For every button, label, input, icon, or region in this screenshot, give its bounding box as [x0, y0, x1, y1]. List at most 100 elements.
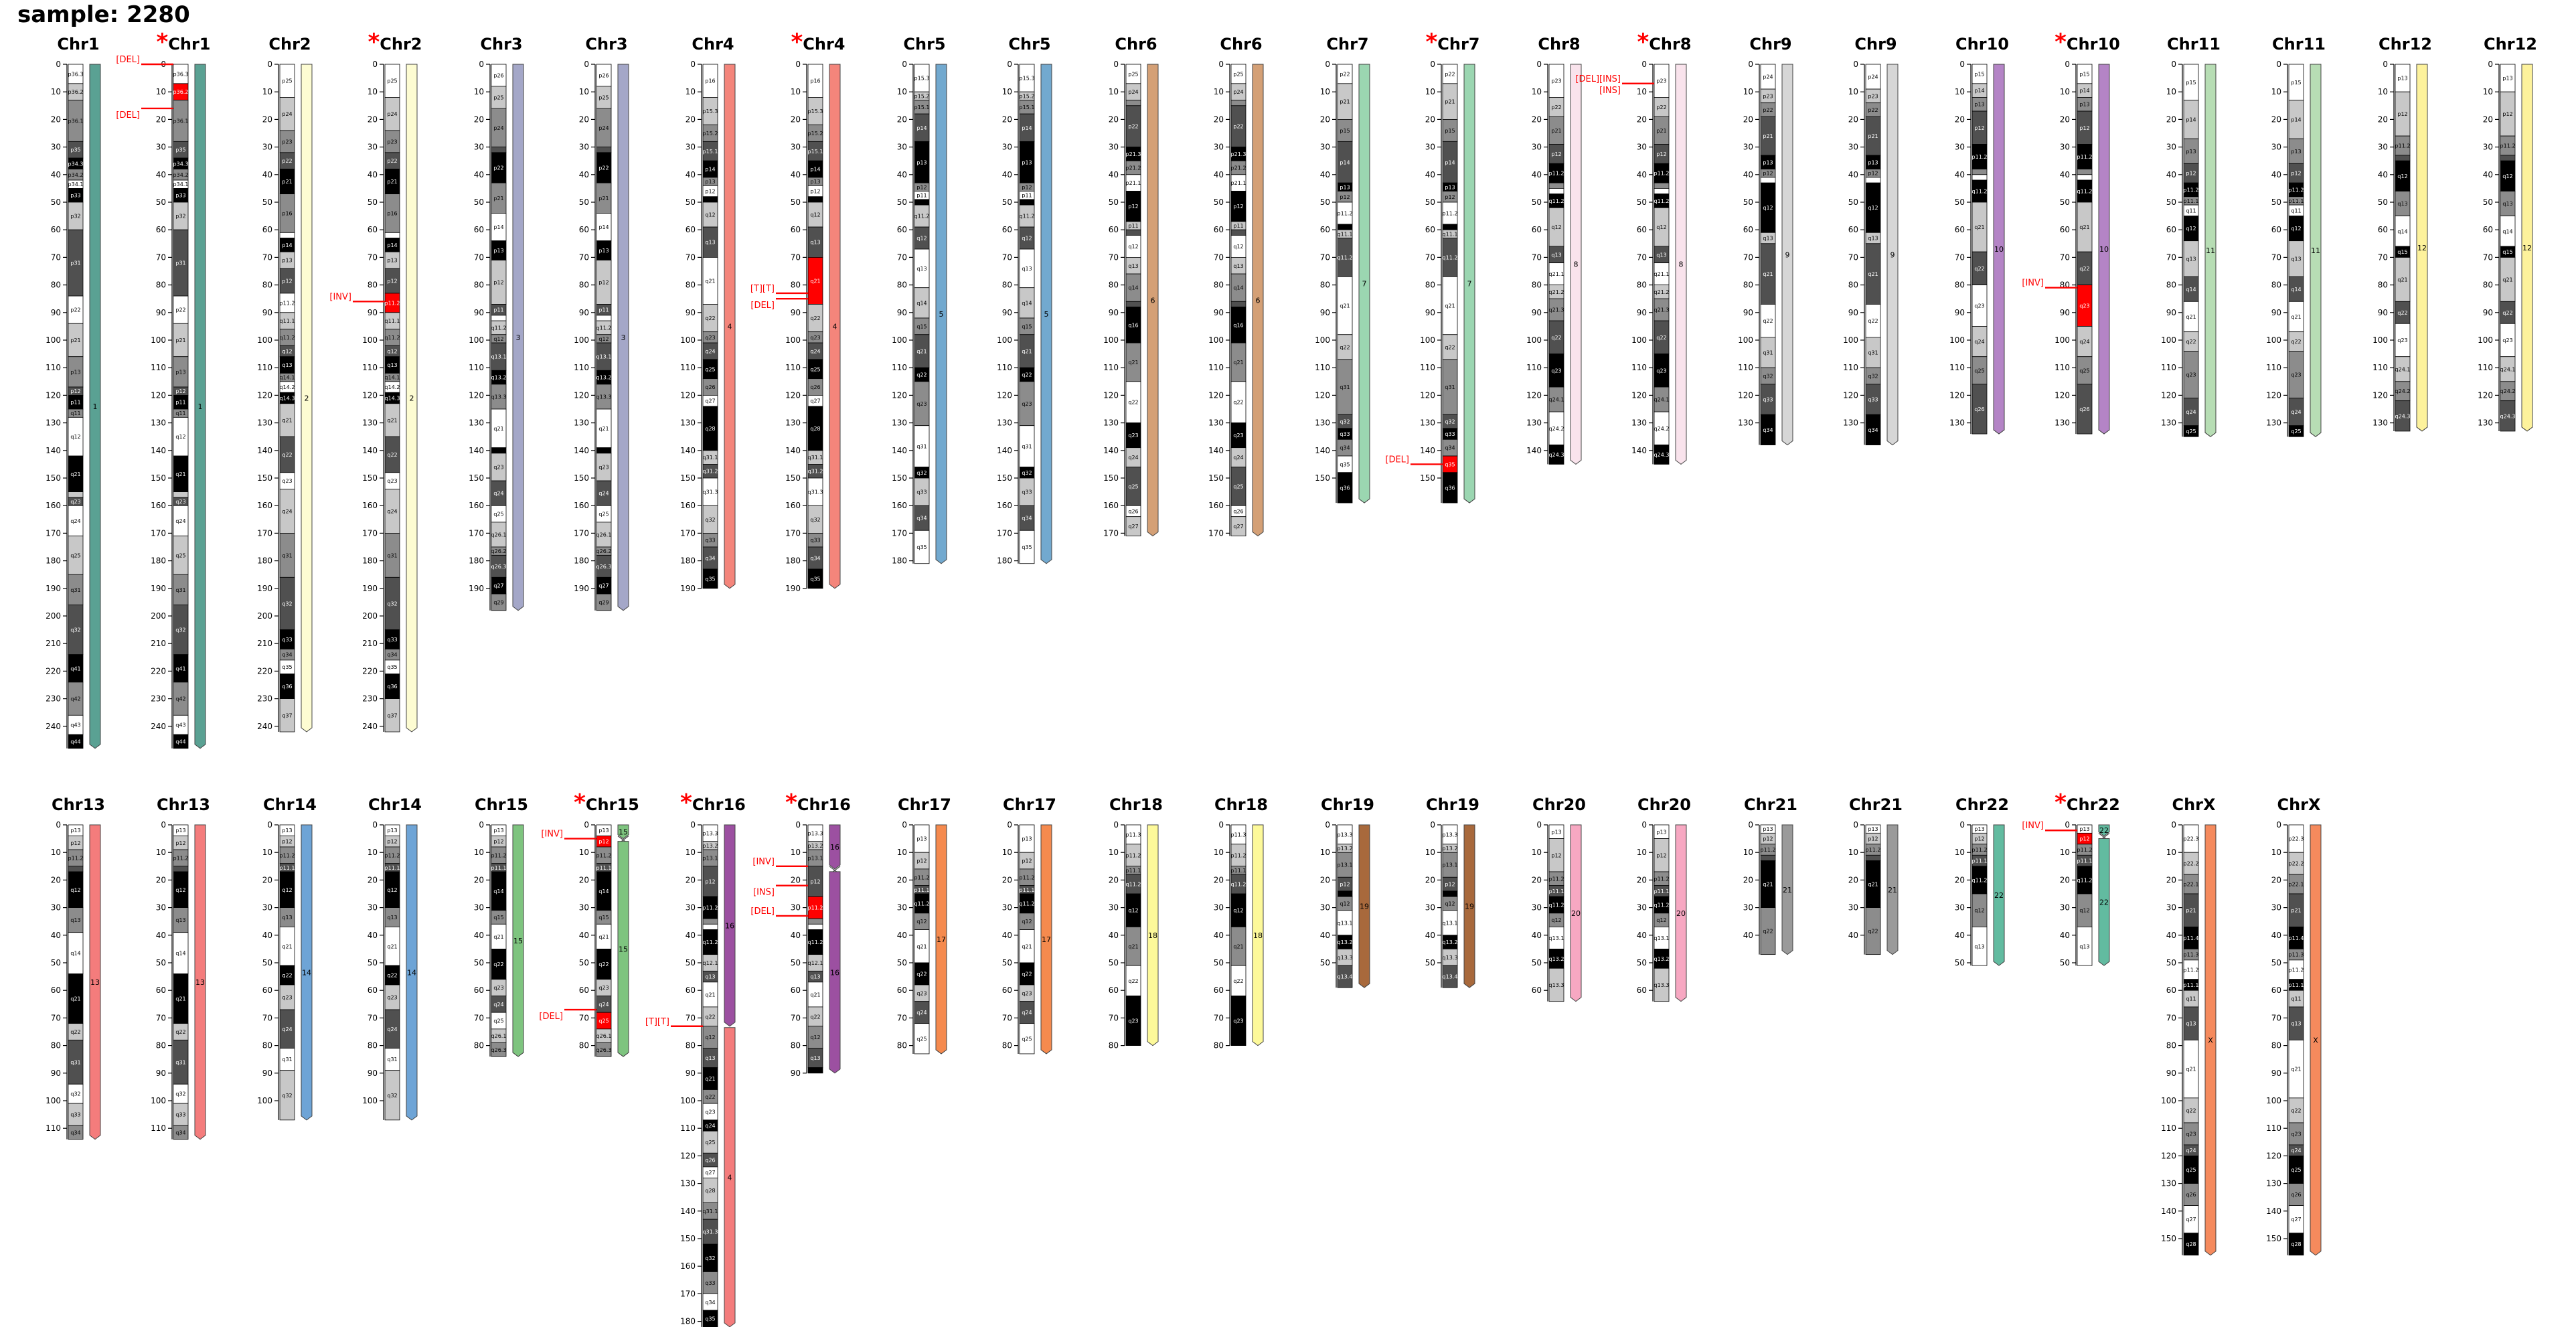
axis-tick-label: 140: [2161, 1206, 2176, 1216]
cytoband-label: q32: [70, 627, 80, 633]
cytoband-label: q21: [598, 934, 609, 940]
cytoband-label: p15: [1974, 71, 1984, 77]
cytoband-label: q25: [175, 552, 185, 558]
axis-tick-label: 70: [1532, 252, 1542, 262]
cytoband-label: q13: [1656, 252, 1666, 258]
cytoband: [702, 568, 718, 589]
cytoband-label: p21.3: [1126, 151, 1141, 157]
cytoband-label: q14.2: [385, 384, 400, 390]
axis-tick-label: 210: [151, 639, 166, 648]
cytoband-label: p14: [2186, 116, 2196, 123]
cytoband-label: q11.1: [1443, 231, 1458, 237]
axis-tick-label: 160: [680, 501, 696, 510]
axis-tick-label: 30: [1955, 903, 1965, 913]
cytoband-label: q21: [705, 1076, 715, 1082]
axis-tick-label: 30: [791, 903, 801, 913]
axis-tick-label: 110: [2161, 1123, 2176, 1133]
axis-tick-label: 120: [362, 390, 378, 400]
cytoband-label: q21: [1974, 224, 1984, 230]
axis-tick-label: 10: [579, 848, 589, 857]
cytoband-label: q41: [175, 666, 185, 672]
segment-label: 3: [516, 333, 521, 342]
cytoband-label: p11.2: [1231, 852, 1246, 858]
cytoband-label: q12: [387, 348, 397, 354]
axis-tick-label: 130: [2266, 1179, 2281, 1188]
axis-tick-label: 70: [1637, 252, 1647, 262]
axis-tick-label: 20: [1425, 114, 1435, 124]
axis-tick-label: 70: [368, 252, 378, 262]
cytoband-label: q11.2: [1972, 189, 1988, 195]
cytoband: [279, 232, 295, 238]
chromosome-chr19-altered: Chr1901020304050p13.3p13.2p13.1p12q12q13…: [1425, 795, 1479, 988]
cytoband-label: q29: [598, 599, 609, 605]
axis-tick-label: 30: [1109, 143, 1119, 152]
axis-tick-label: 120: [1103, 390, 1119, 400]
axis-tick-label: 10: [1214, 848, 1224, 857]
cytoband-label: q21: [2291, 314, 2301, 320]
cytoband: [702, 923, 718, 930]
cytoband: [596, 1042, 612, 1057]
axis-tick-label: 10: [1532, 848, 1542, 857]
cytoband-label: q24: [598, 1002, 609, 1008]
chromosome-chr10-normal: Chr100102030405060708090100110120130p15p…: [1949, 35, 2009, 435]
cytoband-label: q24: [282, 1026, 292, 1032]
cytoband-label: q12: [387, 887, 397, 893]
cytoband-label: p15.1: [703, 149, 718, 155]
chromosome-chr11-normal: Chr110102030405060708090100110120130p15p…: [2161, 35, 2221, 437]
cytoband-label: q26.2: [491, 548, 507, 554]
chromosome-label: Chr12: [2379, 35, 2432, 54]
axis-tick-label: 90: [262, 1069, 272, 1078]
cytoband-label: q21: [1233, 360, 1243, 366]
cytoband: [2500, 400, 2516, 432]
cytoband-label: p13.1: [1443, 862, 1458, 868]
cytoband-label: q14: [2502, 228, 2512, 234]
cytoband-label: p13: [705, 179, 715, 185]
cytoband-label: q21: [1022, 943, 1032, 949]
cytoband-label: q28: [810, 426, 820, 432]
cytoband-label: p11.1: [385, 865, 400, 871]
cytoband-label: q22: [387, 973, 397, 979]
chromosome-chr12-altered: Chr120102030405060708090100110120130p13p…: [2478, 35, 2537, 432]
cytoband-label: q31: [175, 1059, 185, 1065]
axis-tick-label: 40: [262, 931, 272, 940]
axis-tick-label: 60: [1109, 986, 1119, 995]
cytoband-label: q11.2: [491, 325, 507, 331]
axis-tick-label: 110: [2478, 363, 2493, 372]
cytoband-label: q11.2: [1654, 902, 1670, 908]
axis-tick-label: 160: [46, 501, 61, 510]
cytoband-label: q27: [2186, 1217, 2196, 1223]
cytoband-label: q22: [2186, 1107, 2196, 1113]
cytoband-label: p13.2: [703, 843, 718, 849]
axis-tick-label: 80: [368, 1041, 378, 1050]
cytoband-label: p14: [387, 242, 397, 248]
axis-tick-label: 40: [2271, 931, 2281, 940]
cytoband-label: p25: [1233, 71, 1243, 77]
axis-tick-label: 100: [1420, 335, 1435, 345]
cytoband-label: q25: [2291, 428, 2301, 435]
cytoband-label: q28: [705, 426, 715, 432]
cytoband-label: q13.2: [596, 375, 612, 381]
axis-tick-label: 30: [51, 143, 61, 152]
chromosome-chr7-altered: *Chr701020304050607080901001101201301401…: [1385, 29, 1480, 503]
axis-tick-label: 100: [2266, 1096, 2281, 1105]
cytoband: [2077, 169, 2093, 175]
cytoband-label: q12: [1763, 205, 1773, 211]
cytoband-label: q23: [2291, 1131, 2301, 1137]
axis-tick-label: 130: [1949, 418, 1965, 428]
axis-tick-label: 240: [46, 722, 61, 731]
segment-bar: [1358, 824, 1370, 988]
cytoband-label: p21: [493, 196, 503, 202]
axis-tick-label: 100: [1526, 335, 1542, 345]
axis-tick-label: 140: [46, 446, 61, 455]
cytoband: [1337, 472, 1353, 503]
cytoband-label: q24.3: [1654, 452, 1670, 458]
cytoband-label: p13: [1445, 184, 1455, 190]
cytoband-label: q11.2: [280, 335, 295, 341]
axis-tick-label: 70: [51, 1013, 61, 1022]
cytoband-label: q16: [1233, 322, 1243, 328]
cytoband-label: q27: [810, 398, 820, 404]
cytoband-label: p36.1: [68, 118, 84, 124]
chromosome-label: Chr18: [1109, 795, 1163, 814]
axis-tick-label: 90: [2271, 308, 2281, 317]
cytoband-label: p24: [493, 125, 503, 131]
